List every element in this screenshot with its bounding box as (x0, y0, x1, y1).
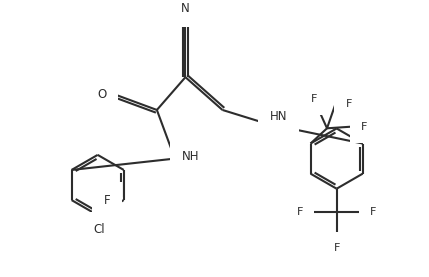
Text: F: F (345, 99, 352, 109)
Text: F: F (311, 94, 317, 104)
Text: F: F (370, 207, 376, 217)
Text: F: F (103, 194, 110, 207)
Text: F: F (297, 207, 303, 217)
Text: Cl: Cl (93, 224, 105, 237)
Text: O: O (97, 88, 106, 101)
Text: F: F (361, 122, 368, 132)
Text: HN: HN (270, 110, 287, 123)
Text: NH: NH (182, 150, 200, 163)
Text: F: F (333, 243, 340, 253)
Text: N: N (181, 2, 190, 15)
